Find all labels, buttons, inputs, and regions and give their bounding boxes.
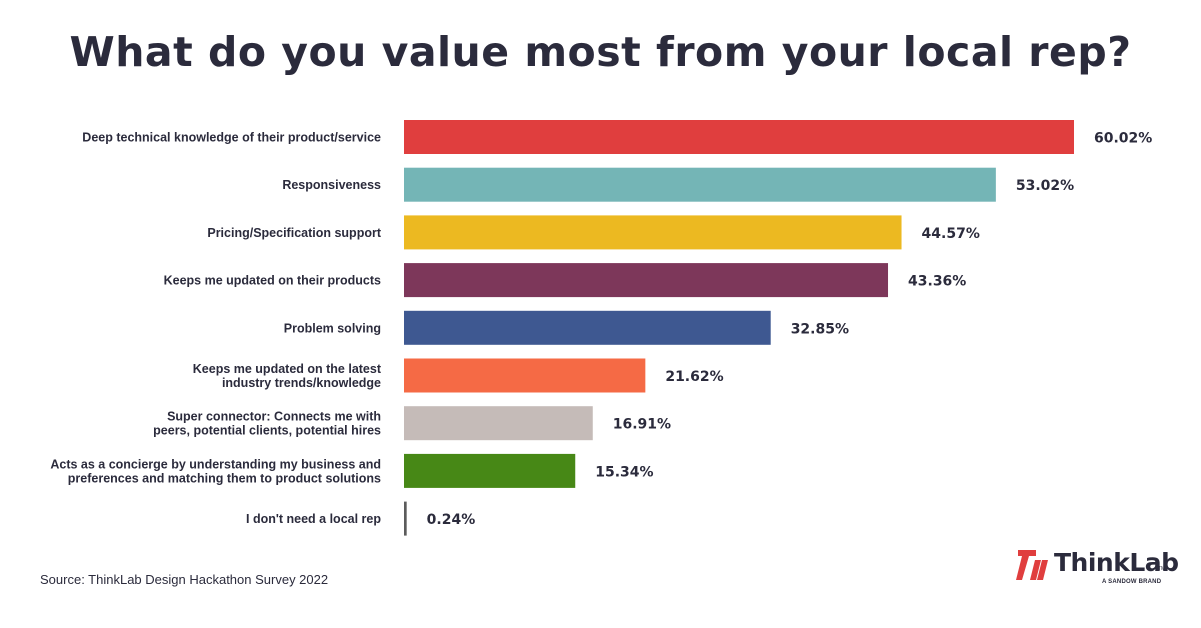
category-label-line: Keeps me updated on their products xyxy=(164,274,381,288)
category-label-2: Responsiveness xyxy=(282,178,381,192)
category-label-7: Super connector: Connects me with peers, … xyxy=(153,410,381,438)
value-label-9: 0.24% xyxy=(427,512,476,528)
logo-wordmark: ThinkLab xyxy=(1054,548,1179,577)
category-label-line: Problem solving xyxy=(284,321,381,335)
logo-tagline: A SANDOW BRAND xyxy=(1102,579,1162,585)
bar-6 xyxy=(404,358,646,393)
thinklab-logo: ThinkLab TM A SANDOW BRAND xyxy=(1016,548,1179,592)
source-note: Source: ThinkLab Design Hackathon Survey… xyxy=(40,572,329,587)
category-label-6: Keeps me updated on the latest industry t… xyxy=(193,362,382,390)
category-label-5: Problem solving xyxy=(284,321,381,335)
category-label-line: preferences and matching them to product… xyxy=(68,471,381,485)
category-label-line: industry trends/knowledge xyxy=(222,376,381,390)
category-label-1: Deep technical knowledge of their produc… xyxy=(82,131,381,145)
category-label-line: Super connector: Connects me with xyxy=(167,410,381,424)
bar-1 xyxy=(404,120,1074,154)
chart-title: What do you value most from your local r… xyxy=(69,28,1132,76)
category-label-4: Keeps me updated on their products xyxy=(164,274,381,288)
bar-9 xyxy=(404,501,407,536)
value-label-2: 53.02% xyxy=(1016,178,1074,194)
category-label-3: Pricing/Specification support xyxy=(207,226,381,240)
bar-7 xyxy=(404,406,593,441)
category-label-line: Keeps me updated on the latest xyxy=(193,362,382,376)
bar-5 xyxy=(404,310,771,345)
value-label-6: 21.62% xyxy=(665,369,723,385)
value-label-7: 16.91% xyxy=(613,417,671,433)
logo-trademark: TM xyxy=(1158,566,1166,572)
bar-3 xyxy=(404,215,902,250)
category-label-line: I don't need a local rep xyxy=(246,512,381,526)
value-label-3: 44.57% xyxy=(922,226,980,242)
category-label-line: Responsiveness xyxy=(282,178,381,192)
value-label-1: 60.02% xyxy=(1094,131,1152,147)
category-label-line: peers, potential clients, potential hire… xyxy=(153,424,381,438)
value-label-8: 15.34% xyxy=(595,464,653,480)
value-label-5: 32.85% xyxy=(791,321,849,337)
value-label-4: 43.36% xyxy=(908,274,966,290)
category-label-9: I don't need a local rep xyxy=(246,512,381,526)
bar-4 xyxy=(404,263,889,298)
category-label-line: Deep technical knowledge of their produc… xyxy=(82,131,381,145)
thinklab-logo-mark-icon xyxy=(1016,550,1048,580)
category-label-line: Acts as a concierge by understanding my … xyxy=(50,457,381,471)
bar-2 xyxy=(404,167,996,202)
bar-8 xyxy=(404,453,576,488)
category-label-8: Acts as a concierge by understanding my … xyxy=(50,457,381,485)
category-label-line: Pricing/Specification support xyxy=(207,226,381,240)
